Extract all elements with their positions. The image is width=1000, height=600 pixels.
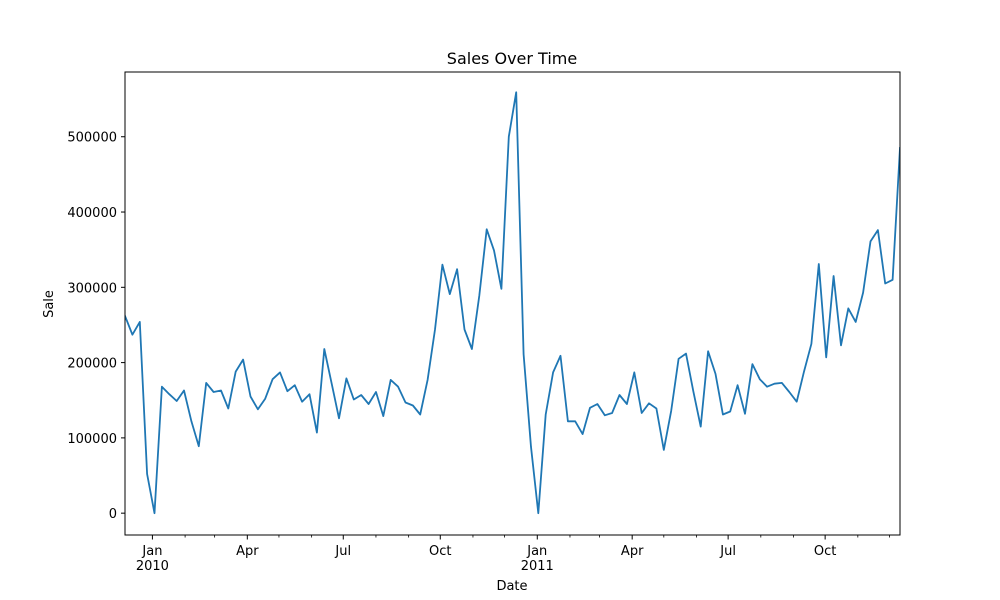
- x-tick-label: Oct: [429, 544, 451, 559]
- y-tick-label: 0: [109, 507, 117, 522]
- y-tick-label: 500000: [67, 131, 117, 146]
- chart-title: Sales Over Time: [447, 49, 577, 68]
- x-tick-label: Oct: [814, 544, 836, 559]
- x-axis-label: Date: [496, 579, 527, 594]
- x-tick-label: Jul: [334, 544, 351, 559]
- x-tick-year-label: 2011: [521, 559, 554, 574]
- y-tick-label: 200000: [67, 357, 117, 372]
- y-tick-label: 300000: [67, 281, 117, 296]
- y-tick-label: 400000: [67, 206, 117, 221]
- x-tick-label: Jan: [526, 544, 547, 559]
- plot-frame: [124, 71, 901, 536]
- x-tick-label: Jan: [141, 544, 162, 559]
- y-axis-label: Sale: [42, 290, 57, 318]
- x-tick-label: Jul: [719, 544, 736, 559]
- x-tick-year-label: 2010: [136, 559, 169, 574]
- plot-area: [125, 91, 900, 515]
- sales-series-line: [125, 91, 900, 515]
- y-axis: 0 100000 200000 300000 400000 500000: [67, 131, 125, 522]
- y-tick-label: 100000: [67, 432, 117, 447]
- x-tick-label: Apr: [621, 544, 644, 559]
- x-tick-label: Apr: [236, 544, 259, 559]
